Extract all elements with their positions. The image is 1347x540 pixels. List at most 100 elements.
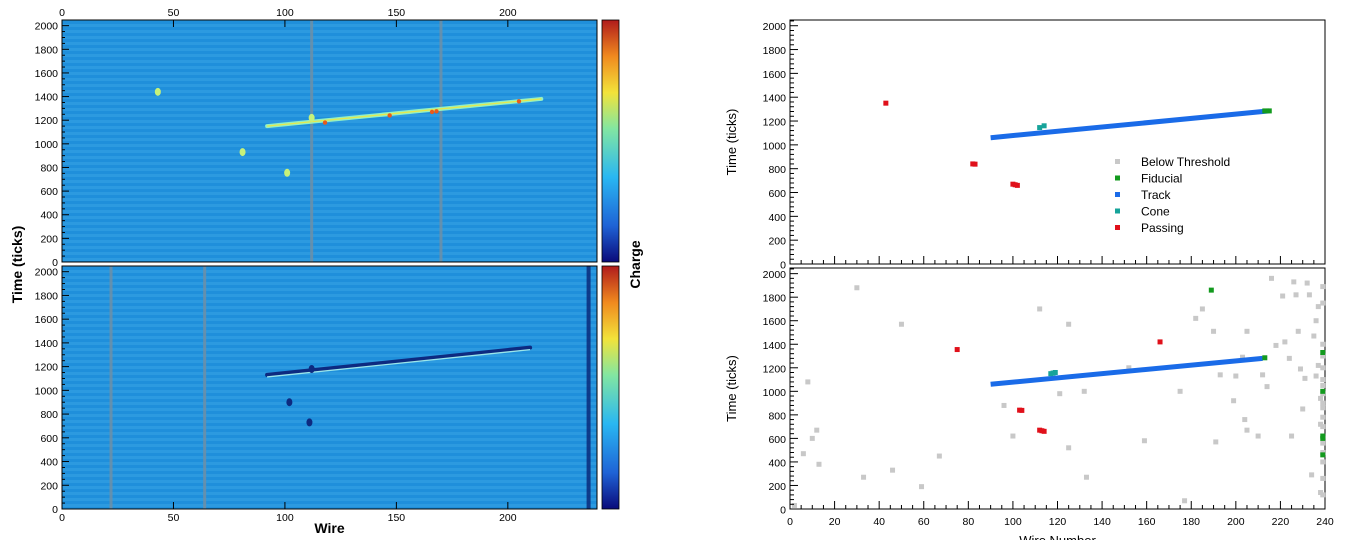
point-below-threshold <box>1083 474 1089 480</box>
dead-wire <box>439 20 443 262</box>
point-below-threshold <box>1320 382 1326 388</box>
legend: Below Threshold Fiducial Track Cone Passing <box>1115 155 1230 235</box>
point-below-threshold <box>1280 293 1286 299</box>
point-fiducial <box>1320 435 1326 441</box>
point-below-threshold <box>1320 440 1326 446</box>
heatmap-background <box>62 20 597 262</box>
point-below-threshold <box>1295 328 1301 334</box>
y-tick-label: 800 <box>768 410 786 422</box>
charge-blob <box>284 168 291 177</box>
legend-marker <box>1115 159 1120 164</box>
point-below-threshold <box>1300 406 1306 412</box>
plot-frame <box>61 19 598 263</box>
charge-hotspot <box>434 109 439 114</box>
point-below-threshold <box>1318 395 1324 401</box>
y-tick-label: 2000 <box>35 21 59 33</box>
point-below-threshold <box>1320 414 1326 420</box>
heatmap-background <box>62 266 597 509</box>
plot-frame <box>789 19 1326 265</box>
colorbar <box>601 19 620 263</box>
point-cone <box>1041 123 1047 129</box>
point-below-threshold <box>1315 362 1321 368</box>
point-cone <box>1052 369 1058 375</box>
y-tick-label: 1400 <box>35 92 59 104</box>
y-tick-label: 800 <box>40 162 58 174</box>
point-below-threshold <box>1141 438 1147 444</box>
y-tick-label: 1600 <box>35 68 59 80</box>
point-below-threshold <box>1066 445 1072 451</box>
legend-label: Track <box>1141 188 1172 202</box>
y-axis-label: Time (ticks) <box>724 109 739 176</box>
x-tick-label: 180 <box>1182 516 1200 528</box>
x-tick-label: 120 <box>1049 516 1067 528</box>
y-tick-label: 1400 <box>763 93 787 105</box>
point-below-threshold <box>1320 424 1326 430</box>
y-tick-label: 200 <box>40 233 58 245</box>
y-tick-label: 400 <box>40 210 58 222</box>
plot-frame <box>789 267 1326 510</box>
point-below-threshold <box>1313 318 1319 324</box>
point-fiducial <box>1262 108 1268 114</box>
point-below-threshold <box>1217 372 1223 378</box>
y-tick-label: 2000 <box>35 267 59 279</box>
point-below-threshold <box>800 451 806 457</box>
scatter-right_top: 0 200 400 600 800 1000 1200 1400 1600 1800 2000 Tim… <box>724 19 1326 272</box>
legend-marker <box>1115 225 1120 230</box>
point-below-threshold <box>1304 280 1310 286</box>
x-tick-label: 0 <box>59 512 65 524</box>
point-below-threshold <box>809 435 815 441</box>
point-below-threshold <box>1199 306 1205 312</box>
y-tick-label: 800 <box>40 409 58 421</box>
charge-blob <box>308 364 315 373</box>
y-tick-label: 1000 <box>763 387 787 399</box>
point-below-threshold <box>1182 498 1188 504</box>
y-tick-label: 1000 <box>35 139 59 151</box>
point-below-threshold <box>805 379 811 385</box>
charge-hotspot <box>429 109 435 115</box>
point-cone <box>1037 125 1043 131</box>
y-tick-label: 200 <box>768 481 786 493</box>
y-tick-label: 1800 <box>35 44 59 56</box>
series-track-line <box>990 355 1263 387</box>
x-tick-label: 40 <box>873 516 885 528</box>
series-track-line <box>990 108 1270 141</box>
point-passing <box>972 161 978 167</box>
point-passing <box>883 100 889 106</box>
y-tick-label: 1000 <box>35 385 59 397</box>
x-tick-label: 200 <box>499 7 517 19</box>
y-tick-label: 600 <box>768 434 786 446</box>
point-below-threshold <box>890 467 896 473</box>
y-tick-label: 0 <box>52 257 58 269</box>
dead-wire <box>310 20 314 262</box>
charge-blob <box>286 398 293 407</box>
charge-blob <box>239 148 246 157</box>
y-tick-label: 1600 <box>763 69 787 81</box>
x-tick-label: 20 <box>829 516 841 528</box>
point-fiducial <box>1320 349 1326 355</box>
point-below-threshold <box>919 484 925 490</box>
y-tick-label: 400 <box>40 457 58 469</box>
y-tick-label: 600 <box>768 188 786 200</box>
y-tick-label: 2000 <box>763 21 787 33</box>
point-below-threshold <box>1081 388 1087 394</box>
point-fiducial <box>1266 108 1272 114</box>
point-below-threshold <box>861 474 867 480</box>
x-tick-label: 200 <box>499 512 517 524</box>
point-below-threshold <box>1001 402 1007 408</box>
point-below-threshold <box>1126 365 1132 371</box>
point-below-threshold <box>1289 433 1295 439</box>
x-tick-label: 0 <box>787 516 793 528</box>
x-axis-label: Wire Number <box>1019 533 1096 540</box>
y-axis-label: Time (ticks) <box>724 355 739 422</box>
point-below-threshold <box>1320 492 1326 498</box>
point-below-threshold <box>791 502 797 508</box>
x-tick-label: 200 <box>1227 516 1245 528</box>
point-below-threshold <box>898 321 904 327</box>
point-below-threshold <box>1231 398 1237 404</box>
point-below-threshold <box>1244 328 1250 334</box>
y-tick-label: 1800 <box>35 290 59 302</box>
point-below-threshold <box>1291 279 1297 285</box>
charge-hotspot <box>387 113 392 118</box>
x-tick-label: 220 <box>1272 516 1290 528</box>
